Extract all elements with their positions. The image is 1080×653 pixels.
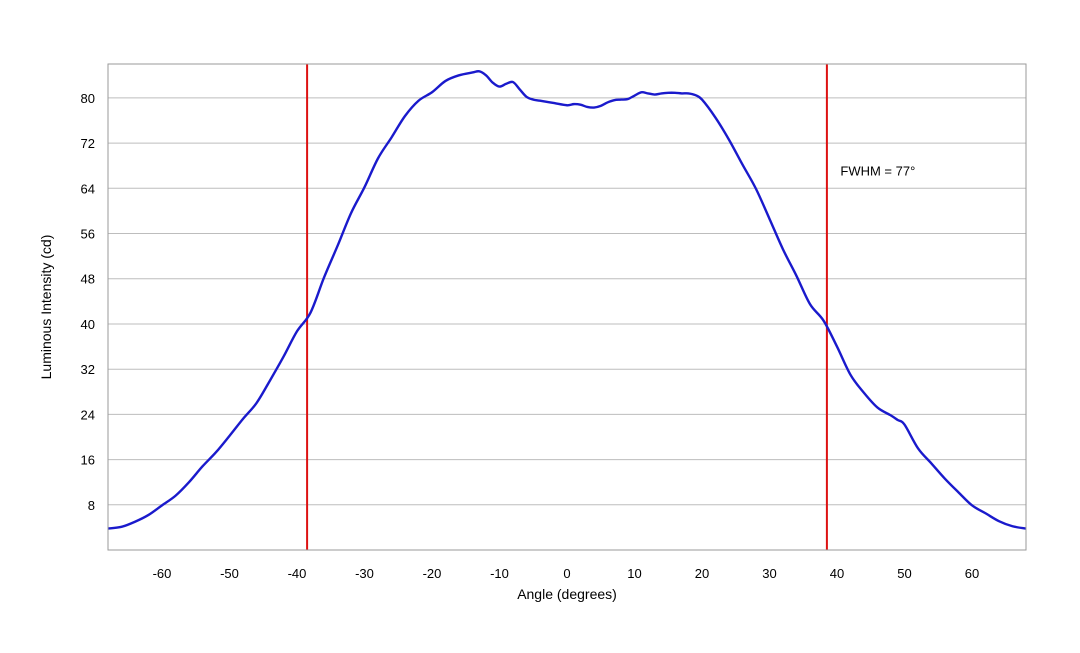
y-axis-label: Luminous Intensity (cd) [38,235,54,380]
x-tick-label: 30 [762,566,776,581]
x-tick-label: -50 [220,566,239,581]
x-tick-label: -60 [153,566,172,581]
x-tick-label: -30 [355,566,374,581]
x-tick-label: 10 [627,566,641,581]
fwhm-markers [306,64,828,550]
fwhm-annotation: FWHM = 77° [840,163,915,178]
x-tick-label: 20 [695,566,709,581]
intensity-curve [107,70,1027,530]
x-axis-label: Angle (degrees) [517,586,617,602]
x-tick-label: 0 [563,566,570,581]
data-series [107,70,1027,530]
x-tick-labels: -60 -50 -40 -30 -20 -10 0 10 20 30 40 50 60 [153,566,980,581]
y-tick-label: 8 [88,498,95,513]
x-tick-label: 40 [830,566,844,581]
x-tick-label: -40 [288,566,307,581]
x-tick-label: 50 [897,566,911,581]
x-tick-label: -10 [490,566,509,581]
x-tick-label: -20 [423,566,442,581]
plot-frame [107,63,1027,551]
y-tick-label: 80 [81,91,95,106]
x-tick-label: 60 [965,566,979,581]
gridlines [108,97,1026,506]
y-tick-label: 32 [81,362,95,377]
y-tick-label: 72 [81,136,95,151]
y-tick-label: 40 [81,317,95,332]
y-tick-labels: 8 16 24 32 40 48 56 64 72 80 [81,91,95,513]
y-tick-label: 48 [81,272,95,287]
y-tick-label: 16 [81,453,95,468]
y-tick-label: 56 [81,227,95,242]
y-tick-label: 64 [81,181,95,196]
y-tick-label: 24 [81,407,95,422]
